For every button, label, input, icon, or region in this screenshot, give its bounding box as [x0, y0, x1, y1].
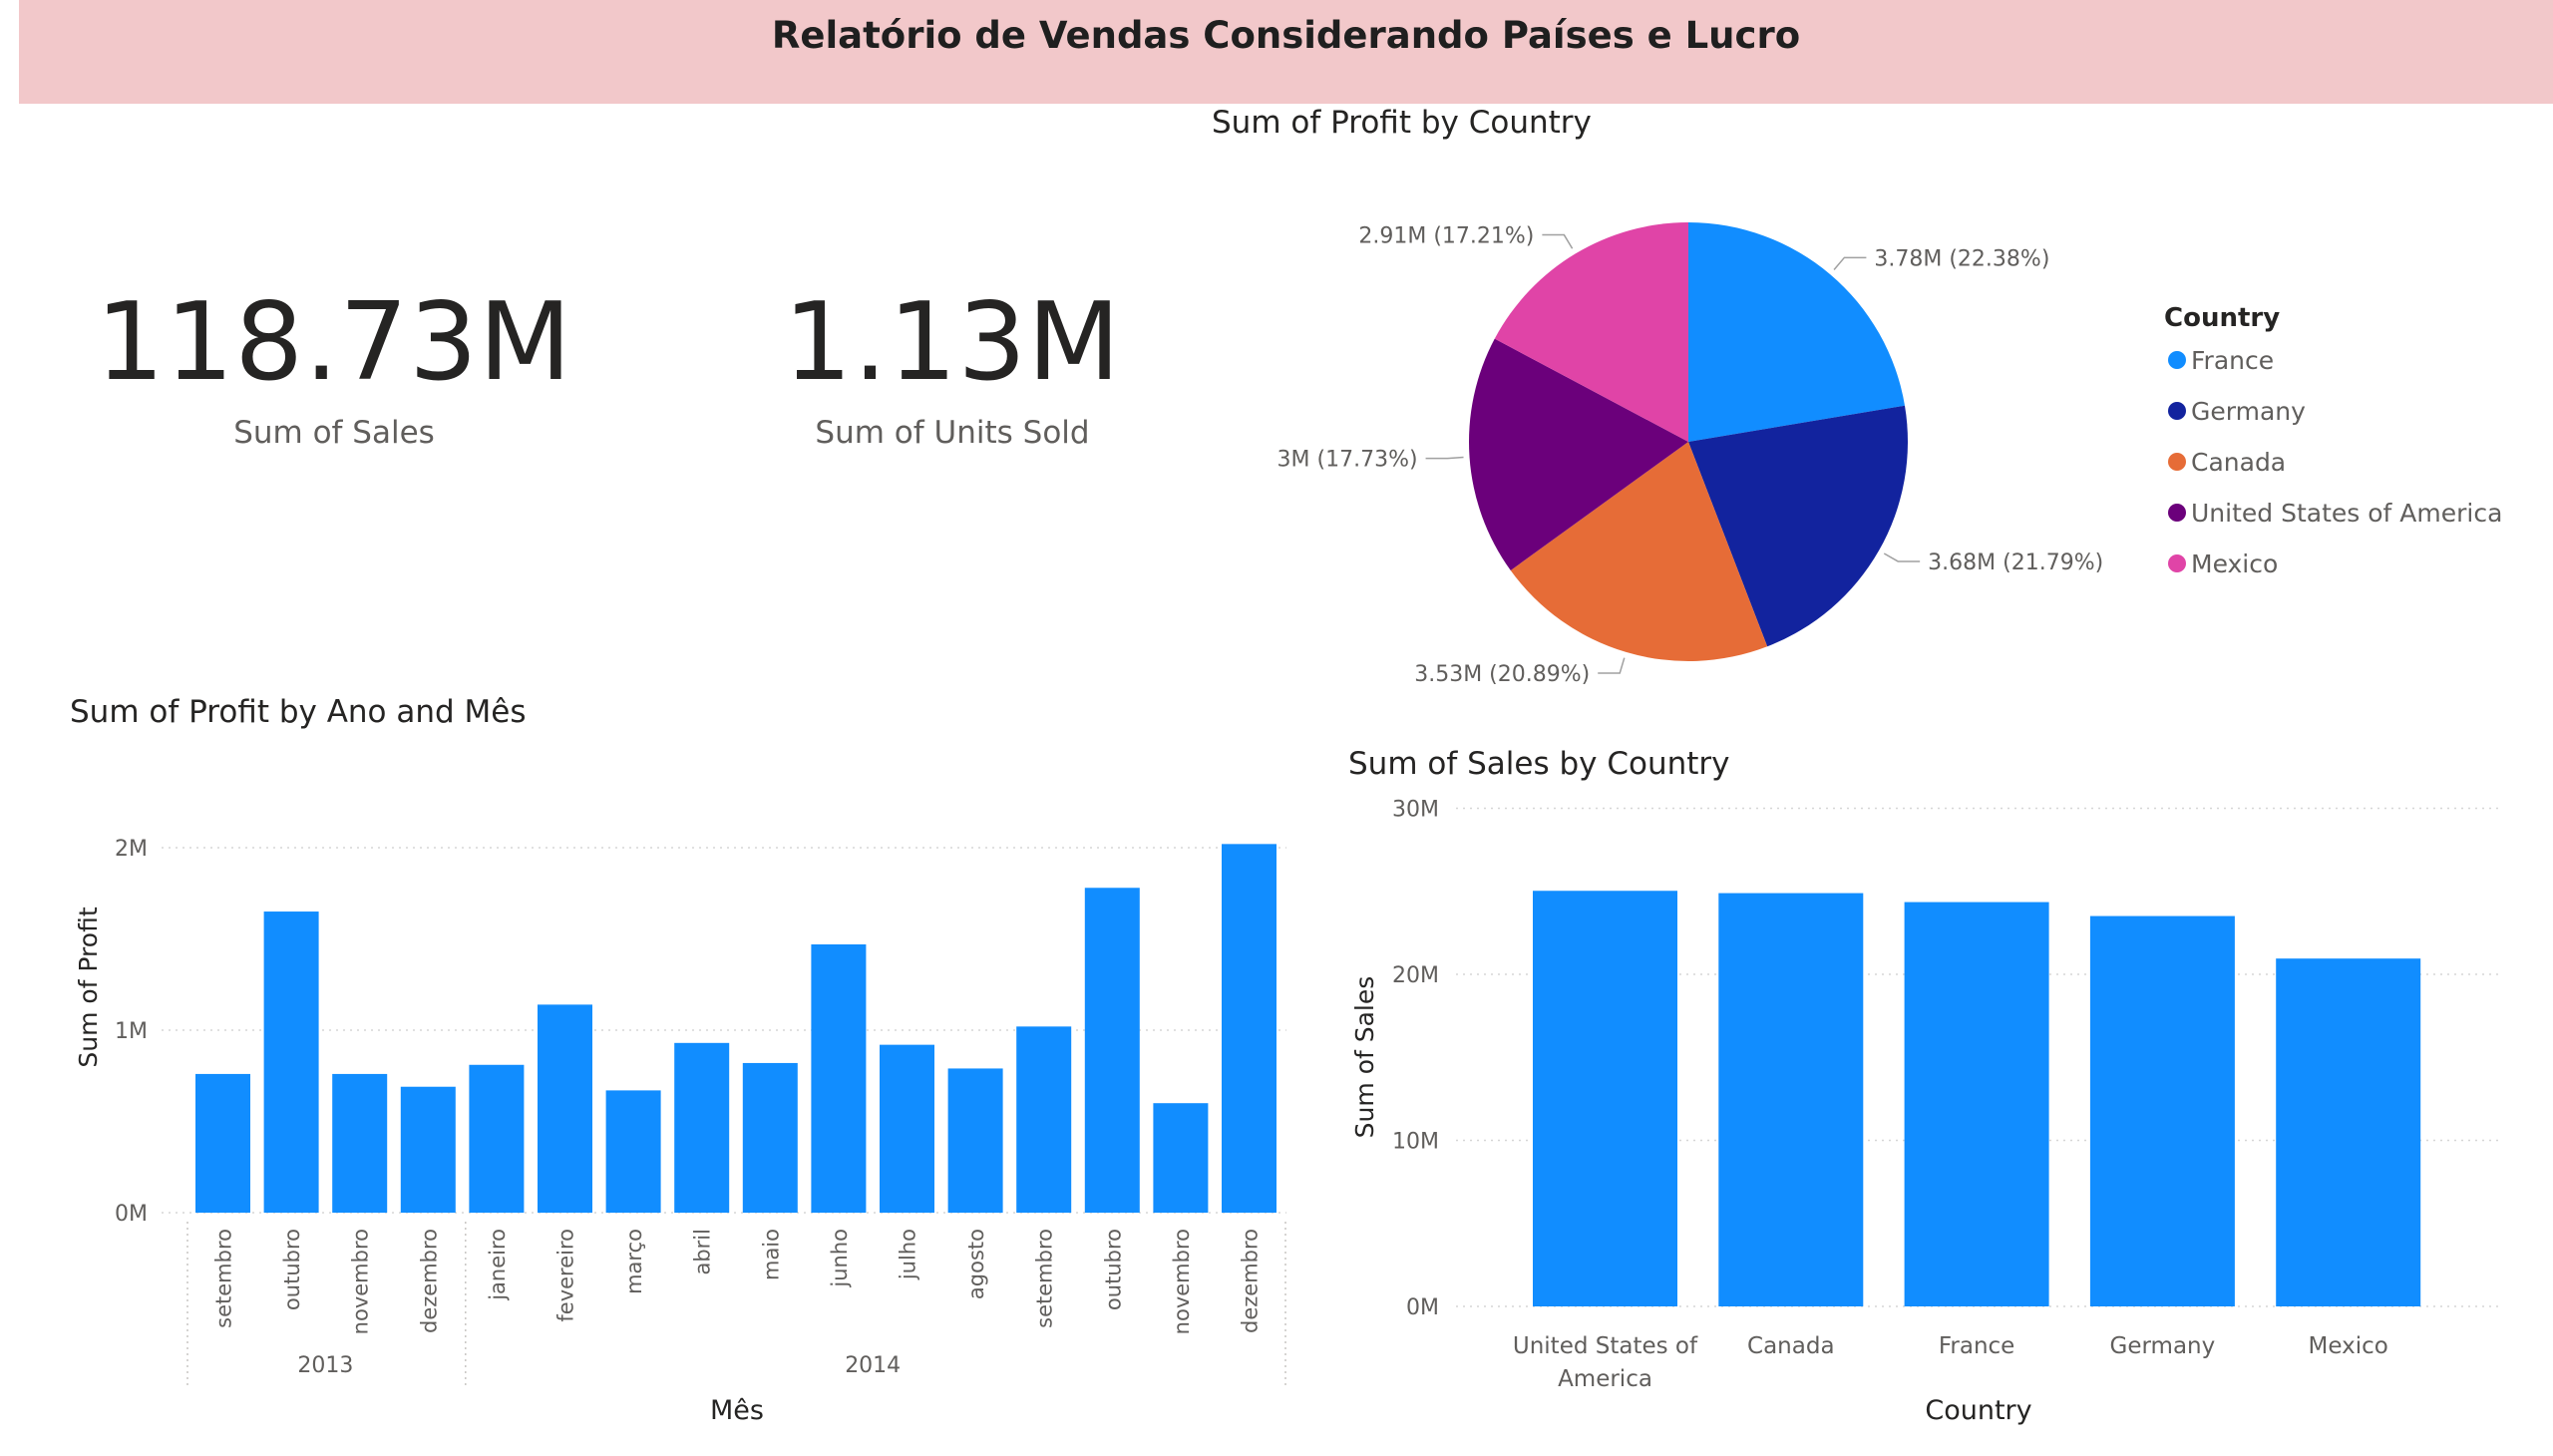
sales-bar-france[interactable] [1904, 902, 2049, 1306]
sales-y-tick: 20M [1392, 963, 1439, 988]
pie-data-label: 3.78M (22.38%) [1874, 246, 2049, 271]
profit-x-tick: outubro [280, 1229, 304, 1310]
profit-x-tick: maio [759, 1229, 783, 1280]
pie-leader-line [1833, 256, 1867, 271]
report-banner: Relatório de Vendas Considerando Países … [19, 0, 2553, 104]
legend-marker-canada[interactable] [2168, 453, 2186, 471]
profit-x-tick: abril [691, 1229, 715, 1275]
profit-x-axis-label: Mês [710, 1395, 764, 1426]
sales-chart-title: Sum of Sales by Country [1348, 746, 1730, 782]
sales-x-tick: America [1558, 1366, 1652, 1392]
legend-item-germany[interactable]: Germany [2191, 397, 2306, 426]
profit-x-tick: setembro [1033, 1229, 1057, 1328]
profit-x-tick: julho [897, 1229, 920, 1280]
profit-bar-2014-mar-o[interactable] [605, 1090, 661, 1213]
sales-card-value: 118.73M [95, 280, 573, 405]
pie-slice-france[interactable] [1688, 222, 1905, 442]
units-card-label: Sum of Units Sold [815, 415, 1090, 451]
profit-bar-2014-maio[interactable] [742, 1062, 798, 1213]
profit-y-tick: 0M [115, 1202, 148, 1227]
legend-marker-mexico[interactable] [2168, 554, 2186, 572]
sales-y-tick: 0M [1406, 1295, 1439, 1320]
legend-item-canada[interactable]: Canada [2191, 448, 2286, 477]
profit-bar-2014-janeiro[interactable] [469, 1064, 525, 1213]
profit-x-tick: setembro [212, 1229, 236, 1328]
sales-bar-united-states-of-america[interactable] [1533, 891, 1677, 1306]
sales-x-tick: Mexico [2309, 1333, 2388, 1359]
profit-bar-2013-setembro[interactable] [195, 1073, 250, 1213]
profit-y-axis-label: Sum of Profit [74, 907, 103, 1067]
pie-slice-canada[interactable] [1510, 442, 1768, 662]
profit-group-label-2014: 2014 [845, 1353, 901, 1378]
pie-slice-united-states-of-america[interactable] [1469, 338, 1688, 570]
sales-x-tick: France [1939, 1333, 2014, 1359]
pie-data-label: 3M (17.73%) [1277, 448, 1418, 473]
sales-bar-canada[interactable] [1718, 893, 1864, 1306]
profit-group-label-2013: 2013 [297, 1353, 353, 1378]
report-title: Relatório de Vendas Considerando Países … [771, 14, 1801, 57]
profit-x-tick: dezembro [1239, 1229, 1263, 1333]
legend-marker-united-states-of-america[interactable] [2168, 504, 2186, 522]
profit-x-tick: fevereiro [554, 1229, 578, 1322]
pie-slice-germany[interactable] [1688, 405, 1908, 647]
profit-x-tick: março [622, 1229, 646, 1294]
pie-legend-title: Country [2164, 303, 2280, 333]
profit-x-tick: novembro [349, 1229, 373, 1334]
legend-item-mexico[interactable]: Mexico [2191, 549, 2278, 578]
sales-x-axis-label: Country [1925, 1395, 2031, 1426]
pie-data-label: 3.68M (21.79%) [1928, 550, 2103, 575]
sales-x-tick: United States of [1513, 1333, 1698, 1359]
units-card-value: 1.13M [783, 280, 1122, 405]
profit-bar-2013-outubro[interactable] [263, 911, 319, 1213]
profit-x-tick: junho [828, 1229, 852, 1288]
pie-leader-line [1598, 657, 1626, 674]
profit-bar-2014-agosto[interactable] [947, 1068, 1003, 1213]
pie-chart-title: Sum of Profit by Country [1212, 105, 1592, 141]
legend-item-france[interactable]: France [2191, 346, 2274, 375]
profit-x-tick: janeiro [486, 1229, 510, 1301]
sales-x-tick: Germany [2110, 1333, 2216, 1359]
pie-leader-line [1883, 552, 1921, 562]
units-card[interactable]: 1.13M Sum of Units Sold [713, 280, 1192, 452]
profit-bar-2014-junho[interactable] [811, 943, 867, 1213]
profit-x-tick: novembro [1170, 1229, 1194, 1334]
profit-y-tick: 1M [115, 1019, 148, 1044]
sales-x-tick: Canada [1747, 1333, 1835, 1359]
profit-bar-2013-dezembro[interactable] [400, 1086, 456, 1213]
profit-x-tick: agosto [964, 1229, 988, 1299]
pie-leader-line [1425, 456, 1464, 460]
pie-data-label: 3.53M (20.89%) [1414, 662, 1590, 687]
sales-bar-mexico[interactable] [2276, 958, 2421, 1306]
sales-card[interactable]: 118.73M Sum of Sales [95, 280, 573, 452]
sales-card-label: Sum of Sales [233, 415, 435, 451]
profit-x-tick: outubro [1101, 1229, 1125, 1310]
profit-bar-2014-outubro[interactable] [1084, 888, 1140, 1213]
pie-slice-mexico[interactable] [1494, 222, 1688, 442]
profit-bar-2014-setembro[interactable] [1016, 1026, 1072, 1213]
profit-bar-2014-fevereiro[interactable] [538, 1004, 592, 1213]
pie-data-label: 2.91M (17.21%) [1358, 224, 1534, 249]
pie-leader-line [1542, 233, 1574, 249]
profit-x-tick: dezembro [417, 1229, 441, 1333]
profit-bar-2014-novembro[interactable] [1153, 1103, 1209, 1213]
profit-bar-2014-julho[interactable] [880, 1044, 934, 1213]
profit-bar-2014-dezembro[interactable] [1222, 844, 1276, 1213]
profit-chart-title: Sum of Profit by Ano and Mês [70, 694, 527, 730]
legend-item-united-states-of-america[interactable]: United States of America [2191, 499, 2502, 528]
sales-bar-germany[interactable] [2089, 915, 2235, 1306]
profit-y-tick: 2M [115, 837, 148, 862]
sales-y-axis-label: Sum of Sales [1350, 976, 1379, 1139]
sales-y-tick: 10M [1392, 1130, 1439, 1155]
legend-marker-france[interactable] [2168, 351, 2186, 369]
profit-bar-2013-novembro[interactable] [332, 1073, 388, 1213]
profit-bar-2014-abril[interactable] [674, 1042, 730, 1213]
sales-y-tick: 30M [1392, 798, 1439, 823]
legend-marker-germany[interactable] [2168, 402, 2186, 420]
